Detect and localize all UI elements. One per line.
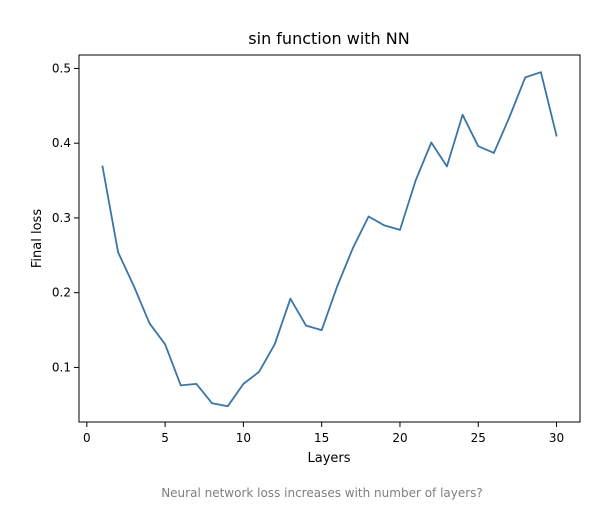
y-axis-ticks: 0.1 0.2 0.3 0.4 0.5 [52, 61, 79, 374]
y-tick-label: 0.3 [52, 211, 71, 225]
data-point [446, 165, 448, 168]
data-point [211, 402, 213, 405]
data-points [101, 71, 558, 408]
x-tick-label: 0 [83, 431, 91, 445]
x-axis-label: Layers [307, 451, 350, 466]
x-axis-ticks: 0 5 10 15 20 25 30 [83, 422, 564, 445]
data-point [477, 145, 480, 147]
data-point [493, 152, 495, 154]
y-tick-label: 0.5 [52, 61, 71, 75]
x-tick-label: 15 [314, 431, 329, 445]
data-point [540, 71, 542, 73]
data-point [336, 285, 339, 287]
data-point [555, 134, 558, 137]
data-point [148, 322, 151, 325]
y-tick-label: 0.2 [52, 286, 71, 300]
x-tick-label: 10 [236, 431, 251, 445]
plot-frame [78, 54, 581, 423]
data-point [117, 251, 119, 254]
data-point [430, 141, 433, 144]
y-axis-label: Final loss [30, 209, 45, 268]
data-point [383, 224, 386, 227]
data-point [195, 383, 198, 385]
data-point [133, 285, 135, 287]
data-point [242, 383, 245, 385]
data-point [414, 179, 417, 182]
data-point [461, 114, 464, 116]
data-point [352, 247, 354, 249]
data-point [273, 343, 276, 346]
chart-title: sin function with NN [248, 29, 409, 48]
data-point [399, 229, 401, 231]
data-point [226, 405, 229, 408]
data-point [258, 371, 260, 373]
x-tick-label: 20 [392, 431, 407, 445]
data-point [320, 329, 323, 331]
data-point [367, 215, 370, 218]
data-point [289, 297, 292, 300]
series-line [101, 71, 558, 408]
data-point [508, 116, 511, 118]
y-tick-label: 0.1 [52, 360, 71, 374]
data-point [524, 76, 526, 79]
figure-caption: Neural network loss increases with numbe… [161, 486, 483, 500]
data-point [164, 343, 166, 346]
x-tick-label: 25 [471, 431, 486, 445]
y-tick-label: 0.4 [52, 136, 71, 150]
x-tick-label: 30 [549, 431, 564, 445]
x-tick-label: 5 [161, 431, 169, 445]
data-point [180, 384, 182, 387]
data-point [101, 165, 104, 168]
data-point [305, 324, 307, 327]
